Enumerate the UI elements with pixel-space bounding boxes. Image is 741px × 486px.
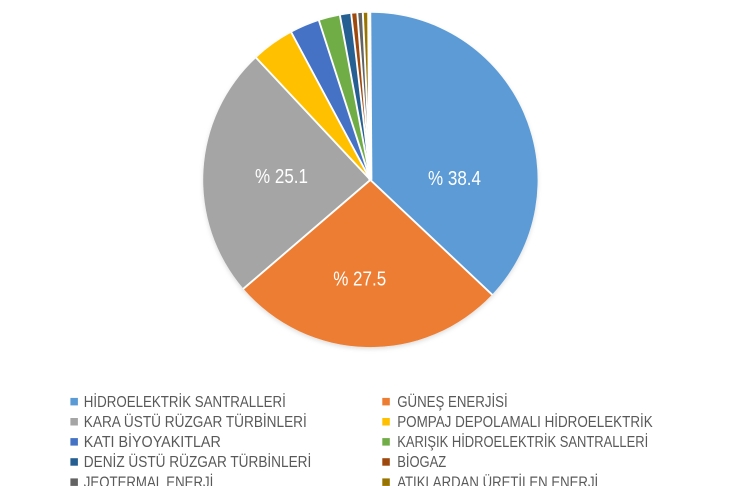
svg-text:GÜNEŞ ENERJİSİ: GÜNEŞ ENERJİSİ bbox=[397, 392, 508, 411]
svg-text:BİOGAZ: BİOGAZ bbox=[397, 452, 446, 471]
svg-text:% 38.4: % 38.4 bbox=[428, 167, 481, 190]
svg-text:% 25.1: % 25.1 bbox=[255, 165, 308, 188]
svg-text:KARA ÜSTÜ RÜZGAR TÜRBİNLERİ: KARA ÜSTÜ RÜZGAR TÜRBİNLERİ bbox=[84, 412, 307, 431]
svg-text:ATIKLARDAN ÜRETİLEN ENERJİ: ATIKLARDAN ÜRETİLEN ENERJİ bbox=[397, 472, 598, 486]
svg-text:KARIŞIK HİDROELEKTRİK SANTRALL: KARIŞIK HİDROELEKTRİK SANTRALLERİ bbox=[397, 432, 648, 451]
svg-text:% 27.5: % 27.5 bbox=[333, 268, 386, 291]
svg-text:POMPAJ DEPOLAMALI HİDROELEKTRİ: POMPAJ DEPOLAMALI HİDROELEKTRİK bbox=[397, 412, 653, 431]
svg-text:DENİZ ÜSTÜ RÜZGAR TÜRBİNLERİ: DENİZ ÜSTÜ RÜZGAR TÜRBİNLERİ bbox=[84, 452, 311, 471]
svg-text:KATI BİYOYAKITLAR: KATI BİYOYAKITLAR bbox=[84, 432, 221, 451]
svg-text:JEOTERMAL ENERJİ: JEOTERMAL ENERJİ bbox=[84, 472, 214, 486]
svg-text:HİDROELEKTRİK SANTRALLERİ: HİDROELEKTRİK SANTRALLERİ bbox=[84, 392, 286, 411]
